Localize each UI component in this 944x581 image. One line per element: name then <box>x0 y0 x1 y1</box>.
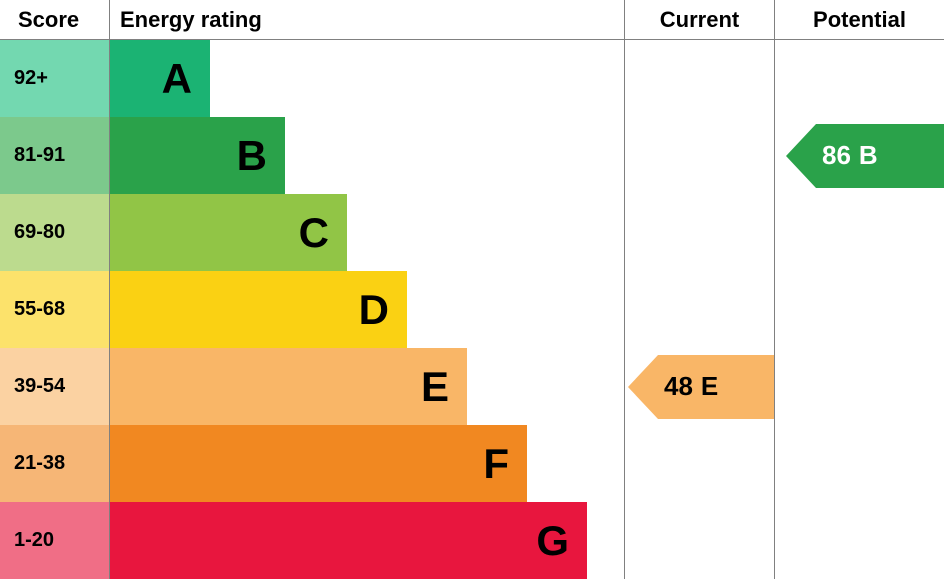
potential-score: 86 <box>822 140 851 171</box>
potential-cell <box>774 425 944 502</box>
potential-value: 86 B <box>816 124 944 188</box>
current-cell <box>624 117 774 194</box>
rating-letter: C <box>299 209 329 257</box>
rating-letter: A <box>162 55 192 103</box>
potential-cell <box>774 348 944 425</box>
score-range: 81-91 <box>0 117 110 194</box>
rating-bar-g: G <box>110 502 587 579</box>
rating-letter: E <box>421 363 449 411</box>
rating-cell: E <box>110 348 624 425</box>
arrow-left-icon <box>786 124 816 188</box>
band-row-d: 55-68 D <box>0 271 944 348</box>
current-letter: E <box>701 371 718 402</box>
rating-letter: F <box>483 440 509 488</box>
rating-cell: D <box>110 271 624 348</box>
header-current: Current <box>624 0 774 39</box>
current-cell <box>624 194 774 271</box>
score-range: 92+ <box>0 40 110 117</box>
rating-cell: G <box>110 502 624 579</box>
current-cell <box>624 502 774 579</box>
potential-cell <box>774 194 944 271</box>
rating-cell: F <box>110 425 624 502</box>
potential-cell <box>774 40 944 117</box>
current-cell <box>624 271 774 348</box>
band-row-a: 92+ A <box>0 40 944 117</box>
score-range: 55-68 <box>0 271 110 348</box>
score-range: 39-54 <box>0 348 110 425</box>
potential-cell <box>774 502 944 579</box>
band-row-c: 69-80 C <box>0 194 944 271</box>
rating-letter: B <box>237 132 267 180</box>
band-row-g: 1-20 G <box>0 502 944 579</box>
header-rating: Energy rating <box>110 0 624 39</box>
arrow-left-icon <box>628 355 658 419</box>
rating-bar-b: B <box>110 117 285 194</box>
rating-cell: A <box>110 40 624 117</box>
current-cell <box>624 425 774 502</box>
score-range: 69-80 <box>0 194 110 271</box>
rating-letter: G <box>536 517 569 565</box>
rating-bar-a: A <box>110 40 210 117</box>
score-range: 1-20 <box>0 502 110 579</box>
rating-bar-c: C <box>110 194 347 271</box>
rating-cell: B <box>110 117 624 194</box>
potential-letter: B <box>859 140 878 171</box>
rating-bar-e: E <box>110 348 467 425</box>
current-value: 48 E <box>658 355 774 419</box>
epc-chart: Score Energy rating Current Potential 92… <box>0 0 944 581</box>
header-score: Score <box>0 0 110 39</box>
current-score: 48 <box>664 371 693 402</box>
rating-bar-f: F <box>110 425 527 502</box>
header-row: Score Energy rating Current Potential <box>0 0 944 40</box>
rating-cell: C <box>110 194 624 271</box>
band-row-e: 39-54 E <box>0 348 944 425</box>
current-cell <box>624 40 774 117</box>
header-potential: Potential <box>774 0 944 39</box>
rating-bar-d: D <box>110 271 407 348</box>
potential-cell <box>774 271 944 348</box>
potential-marker: 86 B <box>786 124 944 188</box>
rating-letter: D <box>359 286 389 334</box>
band-row-f: 21-38 F <box>0 425 944 502</box>
rating-rows: 92+ A 81-91 B 69-80 C 55-68 D 39-54 E 21-38 F 1-20 G <box>0 40 944 579</box>
score-range: 21-38 <box>0 425 110 502</box>
current-marker: 48 E <box>628 355 774 419</box>
